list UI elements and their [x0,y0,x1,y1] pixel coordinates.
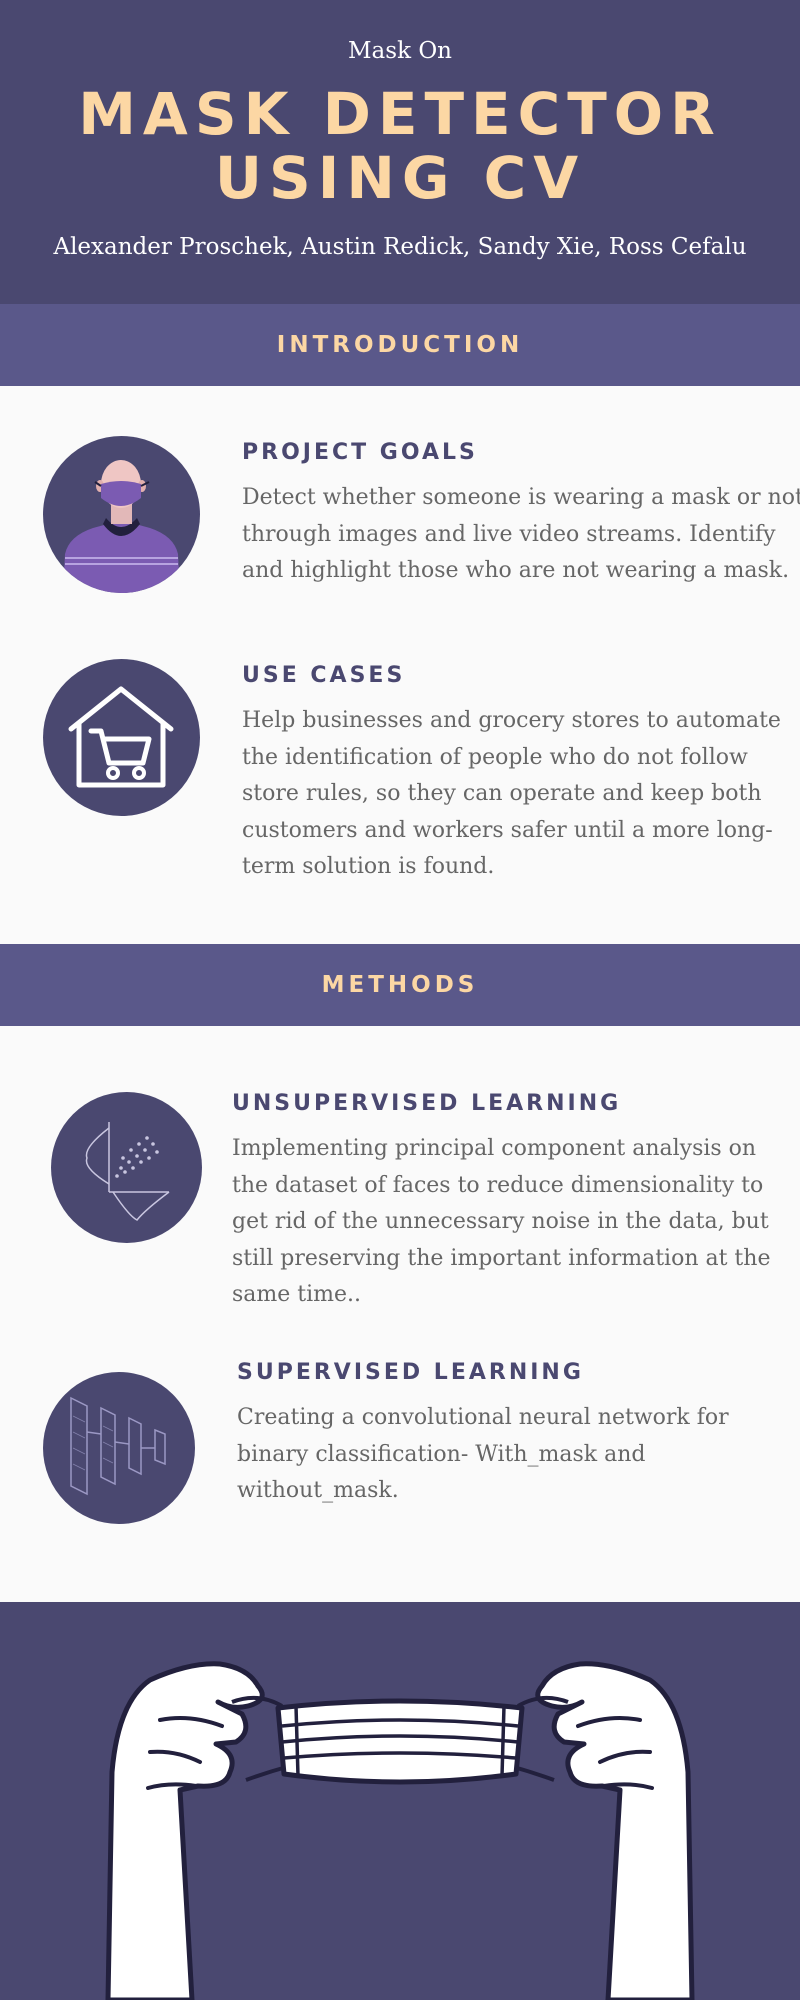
hands-holding-mask-illustration [0,1602,800,2000]
use-cases-text: Help businesses and grocery stores to au… [242,708,781,879]
use-cases-heading: USE CASES [242,663,406,688]
title-line-2: USING CV [214,144,586,212]
project-goals-text: Detect whether someone is wearing a mask… [242,485,800,583]
unsupervised-learning-heading: UNSUPERVISED LEARNING [232,1091,622,1116]
title-line-1: MASK DETECTOR [78,80,722,148]
neural-layers-icon [43,1372,195,1524]
masked-person-icon [43,436,200,593]
scatter-distribution-icon [51,1092,202,1243]
unsupervised-learning-text: Implementing principal component analysi… [232,1136,771,1307]
methods-section-bar: METHODS [0,944,800,1026]
supervised-learning-heading: SUPERVISED LEARNING [237,1360,584,1385]
project-goals-heading: PROJECT GOALS [242,440,478,465]
eyebrow-text: Mask On [348,38,452,64]
supervised-learning-text: Creating a convolutional neural network … [237,1405,729,1503]
authors-line: Alexander Proschek, Austin Redick, Sandy… [53,234,747,260]
introduction-bar-label: INTRODUCTION [276,332,524,358]
header-banner: Mask On MASK DETECTOR USING CV Alexander… [0,0,800,304]
page-title: MASK DETECTOR USING CV [0,82,800,210]
store-cart-icon [43,659,200,816]
introduction-section-bar: INTRODUCTION [0,304,800,386]
methods-bar-label: METHODS [321,972,479,998]
